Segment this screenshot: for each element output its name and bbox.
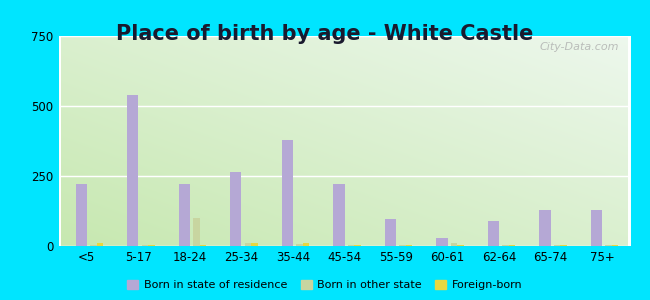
Bar [244, 243, 251, 246]
Bar [509, 244, 515, 246]
Bar [193, 218, 200, 246]
Bar [502, 244, 509, 246]
Bar [436, 238, 448, 246]
Bar [142, 244, 148, 246]
Bar [230, 172, 241, 246]
Bar [90, 244, 97, 246]
Bar [348, 244, 354, 246]
Bar [540, 210, 551, 246]
Bar [75, 184, 87, 246]
Bar [251, 243, 257, 246]
Text: City-Data.com: City-Data.com [540, 42, 619, 52]
Bar [554, 244, 560, 246]
Bar [296, 244, 303, 246]
Bar [560, 244, 567, 246]
Bar [385, 219, 396, 246]
Bar [354, 244, 361, 246]
Bar [200, 244, 206, 246]
Bar [148, 244, 155, 246]
Bar [451, 243, 458, 246]
Text: Place of birth by age - White Castle: Place of birth by age - White Castle [116, 24, 534, 44]
Bar [127, 95, 138, 246]
Legend: Born in state of residence, Born in other state, Foreign-born: Born in state of residence, Born in othe… [123, 275, 527, 294]
Bar [458, 244, 464, 246]
Bar [282, 140, 293, 246]
Bar [406, 244, 412, 246]
Bar [303, 243, 309, 246]
Bar [591, 210, 602, 246]
Bar [612, 244, 618, 246]
Bar [333, 184, 344, 246]
Bar [399, 244, 406, 246]
Bar [488, 221, 499, 246]
Bar [605, 244, 612, 246]
Bar [179, 184, 190, 246]
Bar [97, 243, 103, 246]
